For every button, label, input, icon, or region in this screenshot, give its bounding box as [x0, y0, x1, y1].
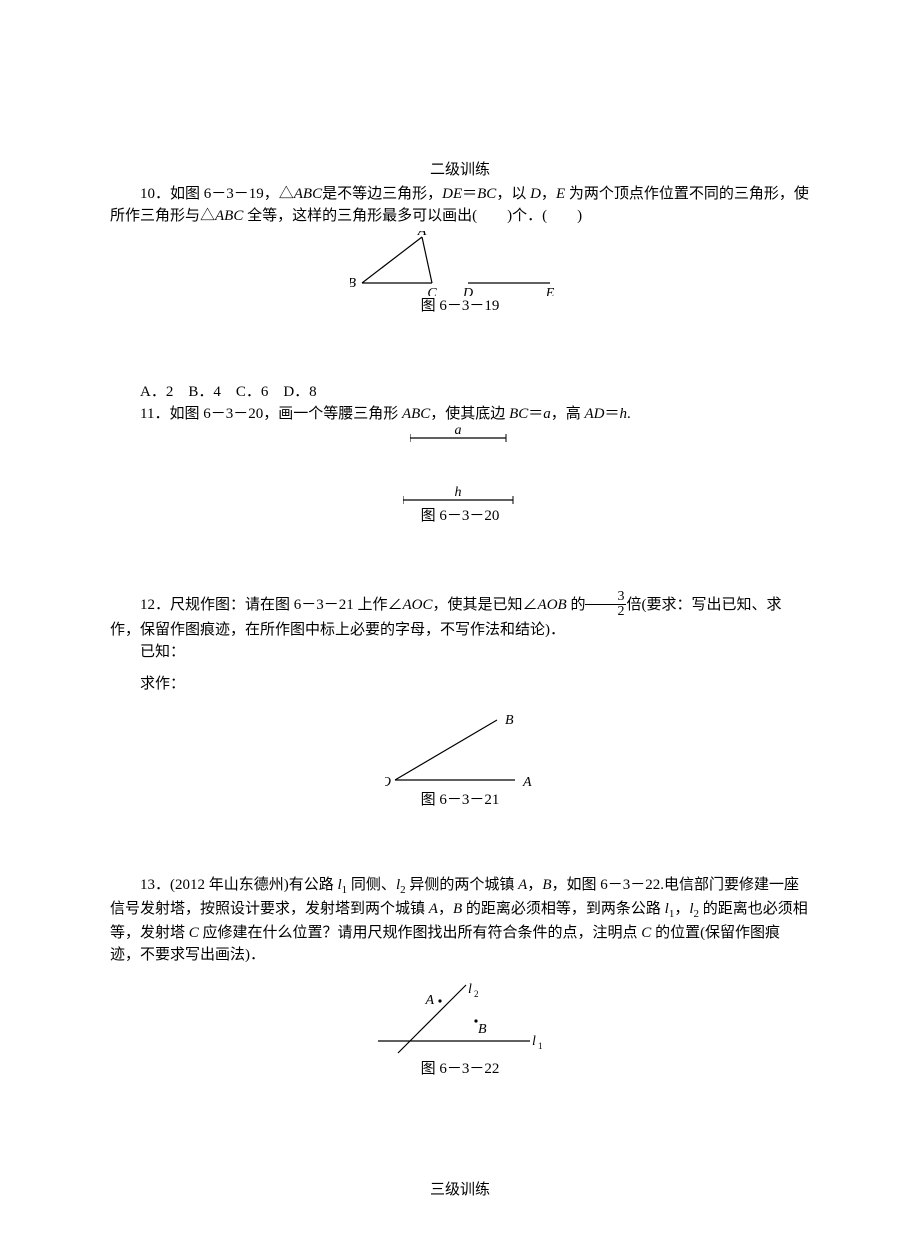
q12-t-d: AOB: [538, 597, 567, 613]
q10-t-a: 10．如图 6－3－19，△: [140, 186, 294, 202]
svg-text:E: E: [545, 286, 555, 296]
svg-text:B: B: [478, 1022, 487, 1037]
q13-t-a: 13．(2012 年山东德州)有公路: [140, 877, 338, 893]
frac-num: 3: [585, 590, 626, 605]
q11-t-i: ＝: [605, 406, 620, 422]
svg-text:A: A: [522, 775, 532, 790]
frac-den: 2: [585, 605, 626, 619]
q13-t-k: 的距离必须相等，到两条公路: [462, 901, 665, 917]
q10-figure: A B C D E 图 6－3－19: [110, 231, 810, 318]
q12-t-a: 12．尺规作图：请在图 6－3－21 上作∠: [140, 597, 403, 613]
svg-text:A: A: [424, 993, 434, 1008]
svg-text:2: 2: [474, 989, 479, 999]
spacer: [110, 664, 810, 674]
q11-t-b: ABC: [402, 406, 430, 422]
q12-find: 求作：: [110, 674, 810, 696]
svg-text:B: B: [505, 713, 514, 728]
q11-t-h: AD: [585, 406, 605, 422]
q13-figure: ABl1l2 图 6－3－22: [110, 981, 810, 1081]
spacer: [110, 967, 810, 977]
q13-t-i: ，: [438, 901, 453, 917]
segment-a-svg: a: [410, 424, 510, 444]
svg-text:O: O: [385, 775, 391, 790]
q13-t-o: 应修建在什么位置？请用尺规作图找出所有符合条件的点，注明点: [199, 925, 642, 941]
svg-text:B: B: [350, 276, 356, 291]
q13-t-j: B: [453, 901, 462, 917]
section2-title: 二级训练: [110, 160, 810, 182]
q10-text: 10．如图 6－3－19，△ABC是不等边三角形，DE＝BC，以 D，E 为两个…: [110, 184, 810, 228]
figure-6-3-22-svg: ABl1l2: [370, 981, 550, 1059]
q11-t-c: ，使其底边: [430, 406, 509, 422]
q10-t-c: 是不等边三角形，: [322, 186, 442, 202]
q13-t-p: C: [641, 925, 651, 941]
q13-t-b: 同侧、: [347, 877, 396, 893]
q10-t-f: BC: [477, 186, 496, 202]
q13-t-c: 异侧的两个城镇: [406, 877, 519, 893]
figure-6-3-22-caption: 图 6－3－22: [110, 1059, 810, 1081]
q10-t-i: ，: [541, 186, 556, 202]
q10-t-d: DE: [442, 186, 462, 202]
svg-text:h: h: [455, 486, 462, 500]
spacer: [110, 813, 810, 875]
segment-h-svg: h: [403, 486, 517, 506]
q12-t-e: 的: [567, 597, 586, 613]
q11-segment-h: h 图 6－3－20: [110, 486, 810, 528]
spacer: [110, 696, 810, 706]
q10-t-l: ABC: [215, 208, 243, 224]
q12-t-c: ，使其是已知∠: [433, 597, 538, 613]
svg-text:C: C: [427, 286, 437, 296]
figure-6-3-19-svg: A B C D E: [350, 231, 570, 296]
q11-segment-a: a: [110, 424, 810, 444]
q12-text: 12．尺规作图：请在图 6－3－21 上作∠AOC，使其是已知∠AOB 的32倍…: [110, 591, 810, 642]
figure-6-3-20-caption: 图 6－3－20: [110, 506, 810, 528]
figure-6-3-21-caption: 图 6－3－21: [110, 790, 810, 812]
q10-t-m: 全等，这样的三角形最多可以画出( )个．( ): [243, 208, 582, 224]
q10-t-g: ，以: [496, 186, 530, 202]
q10-t-b: ABC: [294, 186, 322, 202]
q11-t-k: .: [627, 406, 631, 422]
q12-fraction: 32: [585, 590, 626, 619]
svg-text:l: l: [468, 982, 472, 997]
q11-t-a: 11．如图 6－3－20，画一个等腰三角形: [140, 406, 402, 422]
spacer: [110, 446, 810, 482]
q12-known: 已知：: [110, 642, 810, 664]
svg-text:A: A: [417, 231, 427, 239]
q12-t-b: AOC: [403, 597, 433, 613]
q13-t-n: C: [189, 925, 199, 941]
svg-text:l: l: [532, 1034, 536, 1049]
q10-t-e: ＝: [462, 186, 477, 202]
spacer: [110, 320, 810, 382]
q11-t-d: BC: [509, 406, 528, 422]
q13-t-l: ，: [674, 901, 689, 917]
q11-t-j: h: [620, 406, 628, 422]
section3-title: 三级训练: [110, 1180, 810, 1202]
figure-6-3-21-svg: O A B: [385, 710, 535, 790]
q13-t-h: A: [429, 901, 438, 917]
q11-t-e: ＝: [528, 406, 543, 422]
q12-figure: O A B 图 6－3－21: [110, 710, 810, 812]
q10-choices: A．2 B．4 C．6 D．8: [110, 382, 810, 404]
svg-text:D: D: [462, 286, 473, 296]
svg-text:1: 1: [538, 1041, 543, 1051]
q11-t-g: ，高: [551, 406, 585, 422]
q13-t-e: ，: [527, 877, 542, 893]
q11-text: 11．如图 6－3－20，画一个等腰三角形 ABC，使其底边 BC＝a，高 AD…: [110, 404, 810, 426]
spacer: [110, 1082, 810, 1144]
q10-t-j: E: [556, 186, 565, 202]
figure-6-3-19-caption: 图 6－3－19: [110, 296, 810, 318]
q11-t-f: a: [543, 406, 551, 422]
q10-t-h: D: [530, 186, 541, 202]
spacer: [110, 1144, 810, 1180]
q13-t-d: A: [518, 877, 527, 893]
svg-text:a: a: [455, 424, 462, 438]
spacer: [110, 529, 810, 591]
q13-text: 13．(2012 年山东德州)有公路 l1 同侧、l2 异侧的两个城镇 A，B，…: [110, 875, 810, 966]
page: 二级训练 10．如图 6－3－19，△ABC是不等边三角形，DE＝BC，以 D，…: [0, 0, 920, 1244]
